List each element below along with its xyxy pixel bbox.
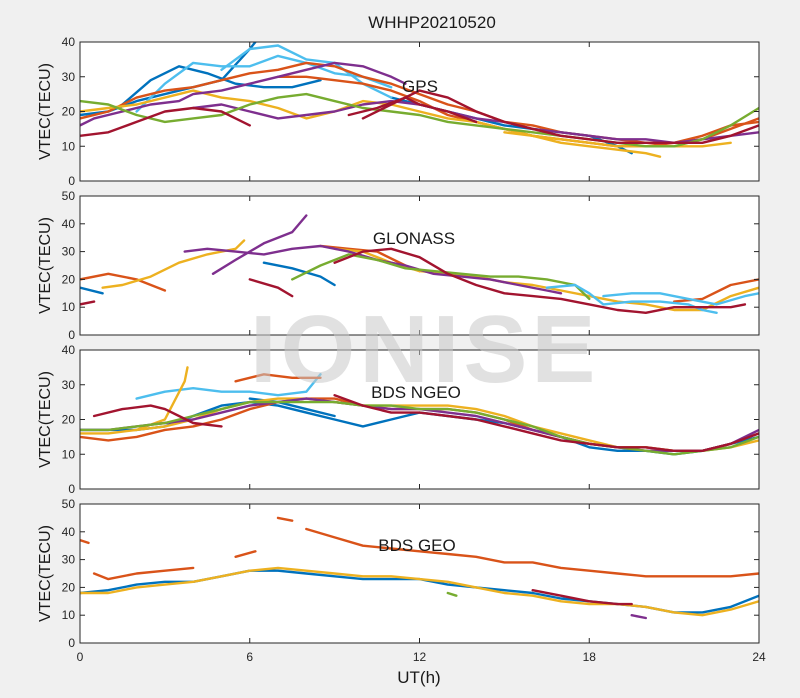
series-line-8	[630, 614, 647, 620]
series-line-1	[80, 286, 104, 295]
y-tick-label: 40	[62, 217, 76, 231]
x-tick-label: 24	[752, 650, 766, 664]
x-tick-label: 18	[583, 650, 597, 664]
series-line-2	[121, 65, 322, 106]
plot-area	[80, 196, 759, 335]
series-line-5	[276, 516, 294, 522]
y-tick-label: 20	[62, 272, 76, 286]
y-tick-label: 40	[62, 525, 76, 539]
y-tick-label: 50	[62, 189, 76, 203]
y-tick-label: 40	[62, 343, 76, 357]
series-group	[80, 366, 759, 456]
x-axis-label: UT(h)	[397, 668, 440, 687]
x-tick-label: 6	[246, 650, 253, 664]
y-tick-label: 30	[62, 70, 76, 84]
panel-label: BDS GEO	[378, 536, 455, 555]
y-tick-label: 10	[62, 139, 76, 153]
series-line-9	[503, 131, 732, 148]
y-axis-label: VTEC(TECU)	[37, 525, 54, 622]
series-line-13	[80, 300, 96, 306]
panel-2: 0 10 20 30 40 50 VTEC(TECU) GLONASS	[37, 189, 760, 342]
series-line-13	[80, 106, 251, 137]
series-line-14	[248, 278, 294, 298]
series-group	[80, 42, 759, 158]
series-line-14	[361, 89, 759, 144]
series-line-6	[305, 527, 759, 578]
series-line-4	[135, 54, 393, 113]
panel-3: 0 10 20 30 40 VTEC(TECU) BDS NGEO	[37, 343, 760, 496]
y-tick-label: 30	[62, 378, 76, 392]
series-line-11	[333, 394, 759, 452]
panel-label: GLONASS	[373, 229, 455, 248]
y-tick-label: 30	[62, 245, 76, 259]
y-tick-label: 0	[68, 482, 75, 496]
panel-4: 0 10 20 30 40 50 0 6 12 18 24 VTEC(TECU) BDS GEO	[37, 497, 766, 664]
series-line-7	[80, 566, 759, 617]
y-tick-label: 20	[62, 105, 76, 119]
series-line-9	[211, 214, 308, 275]
plot-area	[80, 504, 759, 643]
series-group	[80, 516, 759, 620]
y-tick-label: 0	[68, 328, 75, 342]
series-line-5	[672, 278, 759, 303]
y-tick-label: 20	[62, 580, 76, 594]
series-line-10	[92, 404, 223, 428]
series-line-12	[602, 292, 759, 306]
panel-label: GPS	[402, 77, 438, 96]
series-line-4	[234, 550, 257, 558]
series-line-2	[80, 538, 90, 545]
y-tick-label: 10	[62, 300, 76, 314]
y-axis-label: VTEC(TECU)	[37, 217, 54, 314]
series-line-12	[80, 92, 759, 148]
y-tick-label: 30	[62, 553, 76, 567]
y-tick-label: 20	[62, 413, 76, 427]
y-axis-label: VTEC(TECU)	[37, 63, 54, 160]
figure-title: WHHP20210520	[368, 13, 496, 32]
y-tick-label: 0	[68, 636, 75, 650]
series-line-15	[333, 247, 747, 314]
series-line-6	[101, 239, 246, 289]
series-line-10	[531, 589, 633, 606]
y-axis-label: VTEC(TECU)	[37, 371, 54, 468]
series-line-15	[347, 96, 478, 124]
y-tick-label: 10	[62, 608, 76, 622]
series-line-3	[92, 566, 195, 581]
y-tick-label: 40	[62, 35, 76, 49]
series-group	[80, 214, 759, 314]
y-tick-label: 50	[62, 497, 76, 511]
series-line-9	[80, 400, 759, 456]
panel-label: BDS NGEO	[371, 383, 461, 402]
series-line-5	[234, 373, 322, 383]
y-tick-label: 10	[62, 447, 76, 461]
x-tick-label: 0	[77, 650, 84, 664]
panels-group: 0 10 20 30 40 VTEC(TECU) GPS 0 10 20 30 40 50 VTEC(TE…	[37, 35, 766, 664]
series-line-9	[446, 591, 458, 597]
panel-1: 0 10 20 30 40 VTEC(TECU) GPS	[37, 35, 760, 188]
series-line-3	[135, 373, 322, 400]
x-tick-label: 12	[413, 650, 427, 664]
y-tick-label: 0	[68, 174, 75, 188]
series-line-3	[80, 272, 167, 292]
